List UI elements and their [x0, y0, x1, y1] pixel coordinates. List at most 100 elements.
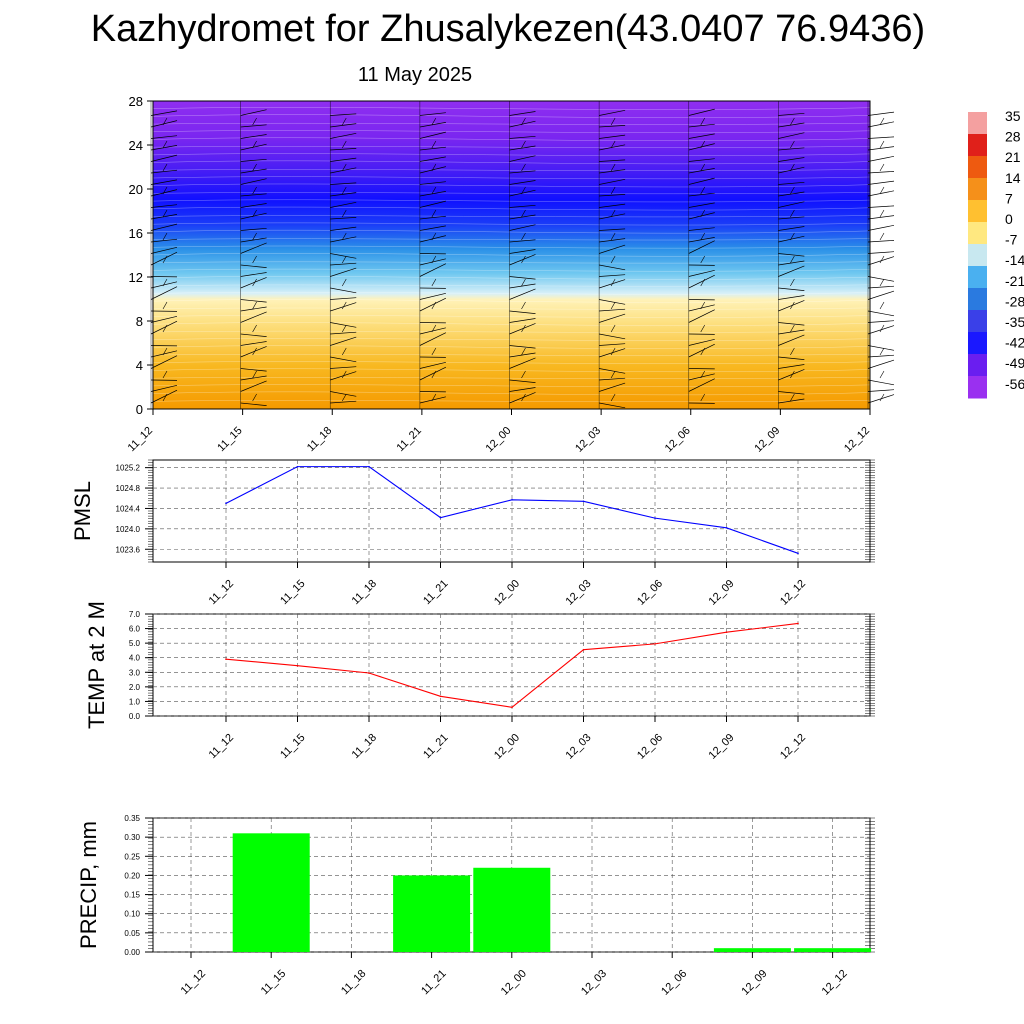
wind-barb-feather — [700, 209, 706, 218]
wind-barb-feather — [162, 186, 168, 195]
wind-barb-feather — [521, 301, 526, 310]
wind-barb — [509, 204, 536, 208]
wind-barb-feather — [790, 393, 795, 402]
wind-barb — [330, 182, 357, 185]
isotherm-line — [152, 169, 871, 171]
wind-barb-feather — [790, 301, 795, 310]
wind-barb — [330, 157, 357, 162]
wind-barb-feather — [879, 324, 885, 333]
wind-barb — [509, 288, 536, 300]
wind-barb — [867, 240, 895, 243]
colorbar-label: 7 — [1005, 190, 1013, 206]
wind-barb — [688, 269, 715, 277]
axis-title: PMSL — [70, 481, 95, 541]
wind-barb — [330, 253, 357, 259]
x-tick-label: 11_12 — [207, 732, 237, 762]
y-tick-label: 0.15 — [124, 891, 140, 900]
wind-barb-feather — [790, 117, 795, 126]
colorbar-segment — [968, 200, 987, 223]
wind-barb-feather — [700, 163, 706, 172]
wind-barb — [688, 274, 715, 289]
precip-bar — [232, 833, 310, 952]
isotherm-line — [152, 130, 871, 133]
wind-barb — [599, 134, 626, 139]
x-tick-label: 11_12 — [207, 578, 237, 608]
wind-barb-feather — [431, 209, 437, 218]
wind-barb — [150, 214, 178, 220]
wind-barb — [419, 191, 446, 197]
wind-barb — [330, 226, 357, 231]
colorbar-label: -42 — [1005, 335, 1024, 351]
wind-barb — [867, 320, 895, 323]
wind-barb — [688, 177, 715, 185]
x-tick-label: 12_00 — [484, 425, 514, 455]
data-point — [654, 517, 656, 519]
wind-barb — [688, 237, 715, 243]
wind-barb — [509, 145, 536, 151]
y-tick-label: 24 — [129, 138, 143, 153]
wind-barb-feather — [610, 232, 616, 241]
wind-barb-feather — [431, 278, 437, 287]
precip-bar — [713, 948, 791, 952]
chart-date: 11 May 2025 — [357, 64, 473, 86]
x-tick-label: 12_09 — [707, 578, 737, 608]
x-tick-label: 11_15 — [278, 732, 308, 762]
wind-barb — [599, 213, 626, 220]
wind-barb — [867, 389, 895, 392]
x-tick-label: 11_18 — [350, 578, 380, 608]
wind-barb — [688, 304, 715, 312]
wind-barb — [240, 212, 267, 220]
wind-barb-feather — [431, 347, 437, 356]
wind-barb — [688, 168, 715, 174]
wind-barb — [778, 157, 805, 162]
isotherm-line — [152, 338, 871, 341]
isotherm-line — [152, 107, 871, 110]
wind-barb-feather — [790, 278, 795, 287]
wind-barb — [330, 336, 357, 346]
wind-barb — [778, 216, 805, 220]
isotherm-line — [152, 192, 871, 195]
wind-barb-feather — [790, 324, 795, 333]
wind-barb-feather — [431, 163, 437, 172]
isotherm-line — [152, 291, 871, 295]
wind-barb-feather — [610, 255, 616, 264]
wind-barb-feather — [879, 301, 885, 310]
wind-barb — [778, 122, 805, 128]
wind-barb-feather — [610, 117, 616, 126]
wind-barb — [599, 194, 626, 197]
wind-barb-feather — [790, 209, 795, 218]
wind-barb-feather — [879, 278, 885, 287]
y-tick-label: 2.0 — [129, 683, 141, 692]
wind-barb — [778, 166, 805, 174]
wind-barb — [599, 159, 626, 162]
isotherm-line — [152, 153, 871, 156]
x-tick-label: 11_18 — [305, 425, 335, 455]
data-point — [797, 622, 799, 625]
y-tick-label: 3.0 — [129, 668, 141, 677]
wind-barb-feather — [790, 163, 795, 172]
wind-barb-feather — [610, 347, 616, 356]
wind-barb — [240, 143, 267, 151]
wind-barb-feather — [431, 324, 437, 333]
precip-bar — [794, 948, 872, 952]
wind-barb-feather — [700, 117, 706, 126]
wind-barb-feather — [341, 209, 347, 218]
wind-barb-feather — [252, 347, 257, 356]
data-point — [368, 465, 370, 468]
wind-barb — [419, 131, 446, 139]
data-point — [511, 706, 513, 709]
wind-barb — [867, 136, 895, 139]
wind-barb-feather — [610, 186, 616, 195]
wind-barb — [330, 391, 357, 397]
isotherm-line — [152, 268, 871, 272]
isotherm-line — [152, 353, 871, 356]
wind-barb — [778, 226, 805, 231]
wind-barb — [867, 215, 895, 220]
wind-barb-feather — [790, 370, 795, 379]
wind-barb-feather — [252, 117, 257, 126]
wind-barb-feather — [879, 393, 885, 402]
wind-barb-feather — [431, 186, 437, 195]
wind-barb — [150, 169, 178, 174]
wind-barb — [599, 333, 626, 340]
x-tick-label: 12_03 — [579, 968, 609, 998]
